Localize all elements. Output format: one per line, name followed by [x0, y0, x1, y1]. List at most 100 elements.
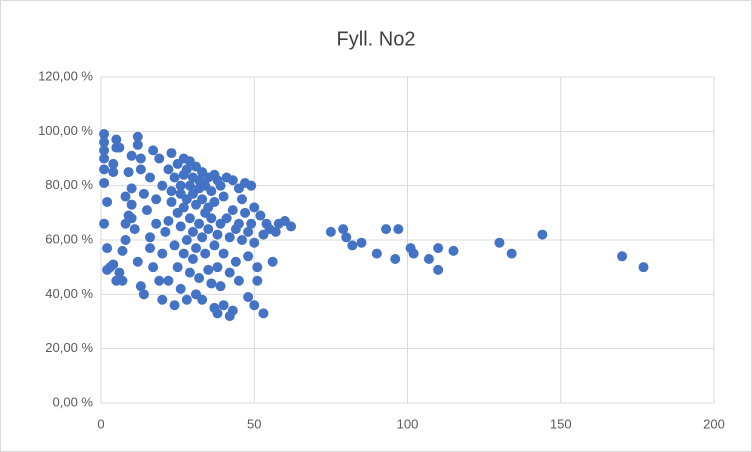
- data-point: [108, 158, 119, 169]
- data-point: [267, 256, 278, 267]
- data-point: [114, 142, 125, 153]
- data-point: [157, 180, 168, 191]
- data-point: [166, 186, 177, 197]
- y-tick-label: 120,00 %: [38, 68, 93, 83]
- data-point: [145, 172, 156, 183]
- data-point: [169, 300, 180, 311]
- data-point: [638, 262, 649, 273]
- data-point: [117, 245, 128, 256]
- data-point: [135, 153, 146, 164]
- data-point: [212, 308, 223, 319]
- data-point: [184, 213, 195, 224]
- data-point: [163, 275, 174, 286]
- y-tick-label: 20,00 %: [45, 340, 93, 355]
- data-point: [178, 248, 189, 259]
- data-point: [200, 248, 211, 259]
- data-point: [218, 191, 229, 202]
- data-point: [117, 275, 128, 286]
- data-point: [175, 180, 186, 191]
- data-point: [194, 273, 205, 284]
- data-point: [218, 300, 229, 311]
- y-tick-label: 60,00 %: [45, 231, 93, 246]
- data-point: [178, 202, 189, 213]
- data-point: [258, 308, 269, 319]
- data-point: [423, 254, 434, 265]
- data-point: [206, 186, 217, 197]
- data-point: [138, 188, 149, 199]
- data-point: [148, 262, 159, 273]
- data-point: [390, 254, 401, 265]
- data-point: [212, 262, 223, 273]
- data-point: [227, 175, 238, 186]
- data-point: [279, 215, 290, 226]
- data-point: [243, 226, 254, 237]
- y-tick-label: 0,00 %: [53, 394, 94, 409]
- data-point: [249, 202, 260, 213]
- data-point: [408, 248, 419, 259]
- data-point: [252, 275, 263, 286]
- data-point: [218, 248, 229, 259]
- data-point: [494, 237, 505, 248]
- data-point: [203, 264, 214, 275]
- data-point: [181, 164, 192, 175]
- data-point: [111, 134, 122, 145]
- data-point: [212, 229, 223, 240]
- data-point: [169, 240, 180, 251]
- data-point: [99, 164, 110, 175]
- data-point: [99, 137, 110, 148]
- data-point: [148, 145, 159, 156]
- data-point: [154, 275, 165, 286]
- data-point: [99, 177, 110, 188]
- data-point: [197, 232, 208, 243]
- data-point: [236, 194, 247, 205]
- data-point: [243, 292, 254, 303]
- data-point: [347, 240, 358, 251]
- data-point: [506, 248, 517, 259]
- data-point: [187, 254, 198, 265]
- x-tick-label: 50: [247, 416, 261, 431]
- data-point: [99, 218, 110, 229]
- data-point: [141, 205, 152, 216]
- data-point: [120, 235, 131, 245]
- data-point: [206, 213, 217, 224]
- data-point: [114, 267, 125, 278]
- data-point: [175, 283, 186, 294]
- data-point: [187, 226, 198, 237]
- data-point: [537, 229, 548, 240]
- data-point: [135, 164, 146, 175]
- data-point: [197, 294, 208, 305]
- data-point: [197, 194, 208, 205]
- data-point: [221, 213, 232, 224]
- data-point: [206, 278, 217, 289]
- x-tick-label: 0: [97, 416, 104, 431]
- data-point: [157, 294, 168, 305]
- x-tick-label: 150: [550, 416, 572, 431]
- y-tick-label: 40,00 %: [45, 286, 93, 301]
- data-point: [246, 180, 257, 191]
- data-point: [224, 232, 235, 243]
- data-point: [338, 224, 349, 235]
- data-point: [243, 251, 254, 262]
- data-point: [102, 196, 113, 207]
- data-point: [126, 183, 137, 194]
- data-point: [448, 245, 459, 256]
- data-point: [184, 267, 195, 278]
- data-point: [233, 218, 244, 229]
- data-point: [617, 251, 628, 262]
- data-point: [163, 215, 174, 226]
- data-point: [181, 294, 192, 305]
- data-point: [381, 224, 392, 235]
- data-point: [270, 226, 281, 237]
- data-point: [175, 221, 186, 232]
- x-tick-label: 100: [397, 416, 419, 431]
- data-point: [255, 210, 266, 221]
- data-point: [393, 224, 404, 235]
- chart-title: Fyll. No2: [337, 28, 416, 50]
- y-tick-label: 80,00 %: [45, 177, 93, 192]
- data-point: [433, 264, 444, 275]
- data-point: [325, 226, 336, 237]
- data-point: [191, 243, 202, 254]
- data-point: [102, 243, 113, 254]
- data-point: [433, 243, 444, 254]
